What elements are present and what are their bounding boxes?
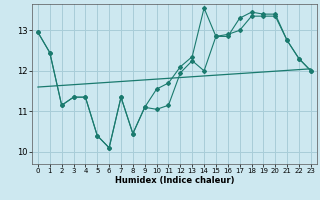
X-axis label: Humidex (Indice chaleur): Humidex (Indice chaleur) — [115, 176, 234, 185]
